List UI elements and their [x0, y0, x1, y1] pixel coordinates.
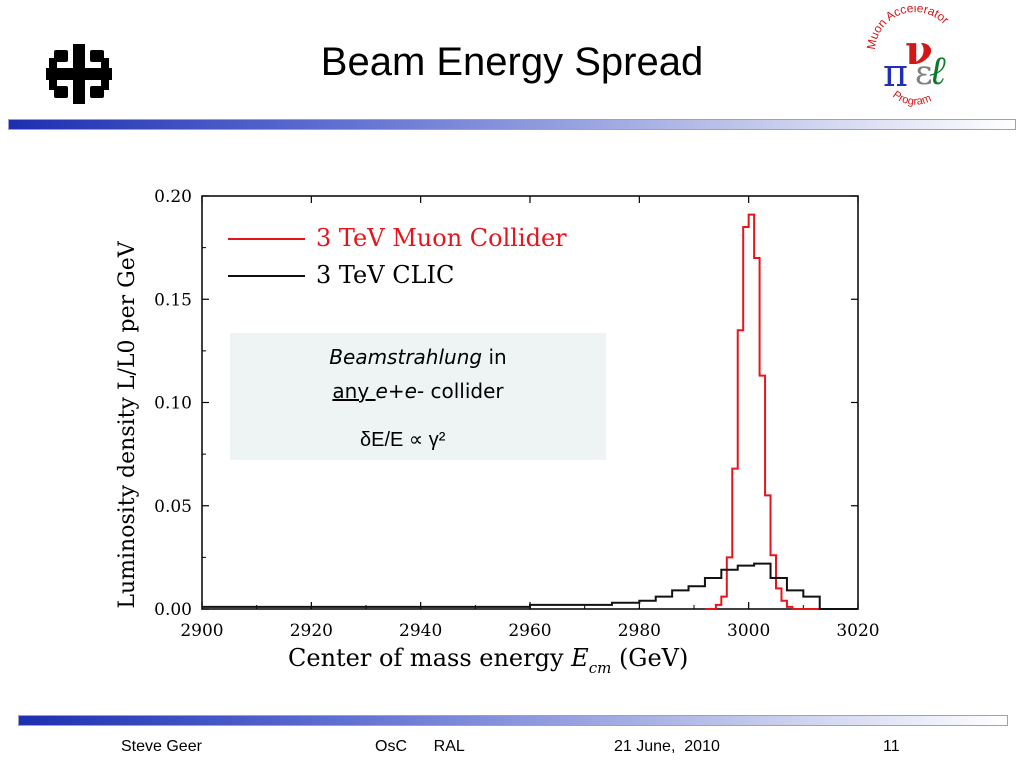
x-tick-label: 2940 — [399, 621, 442, 641]
footer-author: Steve Geer — [121, 738, 202, 755]
annotation-beamstrahlung: Beamstrahlung — [329, 345, 483, 369]
y-tick-label: 0.10 — [154, 394, 192, 414]
x-tick-label: 2920 — [290, 621, 333, 641]
y-tick-label: 0.20 — [154, 187, 192, 207]
y-tick-label: 0.00 — [154, 600, 192, 620]
slide-title: Beam Energy Spread — [320, 40, 704, 84]
x-tick-label: 2900 — [180, 621, 223, 641]
x-axis-label: Center of mass energy Ecm (GeV) — [288, 644, 688, 677]
footer-divider-bar — [18, 715, 1008, 726]
fermilab-logo — [46, 44, 112, 104]
svg-text:ν: ν — [905, 27, 933, 74]
svg-text:ε: ε — [915, 53, 933, 93]
legend-label: 3 TeV Muon Collider — [316, 224, 567, 252]
x-tick-label: 2960 — [508, 621, 551, 641]
beamstrahlung-annotation: Beamstrahlung in any e+e- collider δE/E … — [230, 333, 606, 460]
x-tick-label: 3000 — [727, 621, 770, 641]
x-tick-label: 2980 — [618, 621, 661, 641]
luminosity-spectrum-chart: 2900 2920 2940 2960 2980 3000 3020 0.00 0.05 0.10… — [115, 187, 880, 677]
y-axis-label: Luminosity density L/L0 per GeV — [115, 240, 140, 608]
footer-date: 21 June, 2010 — [614, 738, 720, 755]
annotation-in: in — [482, 345, 507, 369]
annotation-formula: δE/E ∝ γ² — [360, 429, 446, 451]
footer-event: OsC RAL — [375, 738, 465, 755]
footer-page-number: 11 — [883, 738, 900, 755]
svg-text:ℓ: ℓ — [929, 48, 946, 94]
y-tick-label: 0.05 — [154, 497, 192, 517]
annotation-collider: collider — [424, 379, 504, 403]
y-tick-label: 0.15 — [154, 290, 192, 310]
legend-label: 3 TeV CLIC — [316, 261, 454, 289]
muon-accelerator-program-logo: Muon Accelerator ν π ε ℓ Program — [864, 1, 965, 118]
header-divider-bar — [8, 119, 1016, 130]
x-tick-label: 3020 — [836, 621, 879, 641]
svg-text:π: π — [883, 51, 908, 95]
series-line-muon-collider — [704, 213, 858, 610]
annotation-any: any — [332, 379, 376, 403]
series-line-clic — [202, 562, 858, 610]
annotation-epem: e+e- — [375, 379, 425, 403]
